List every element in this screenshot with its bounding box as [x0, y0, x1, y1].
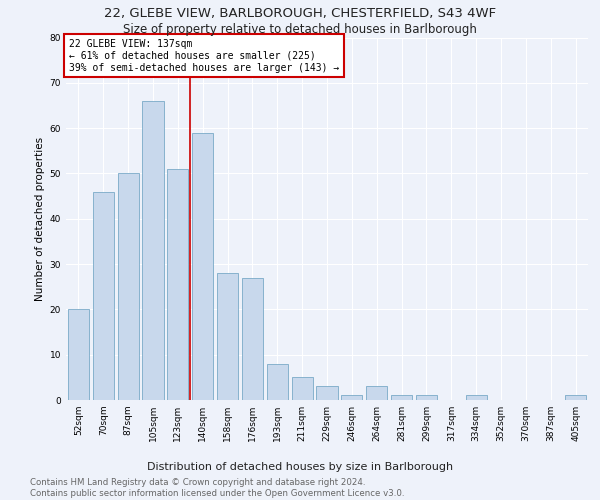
Bar	[93, 192, 114, 400]
Bar	[565, 396, 586, 400]
Bar	[292, 378, 313, 400]
Bar	[192, 132, 213, 400]
Bar	[316, 386, 338, 400]
Text: Distribution of detached houses by size in Barlborough: Distribution of detached houses by size …	[147, 462, 453, 472]
Bar	[68, 310, 89, 400]
Bar	[167, 169, 188, 400]
Bar	[391, 396, 412, 400]
Text: 22 GLEBE VIEW: 137sqm
← 61% of detached houses are smaller (225)
39% of semi-det: 22 GLEBE VIEW: 137sqm ← 61% of detached …	[68, 40, 339, 72]
Text: Contains HM Land Registry data © Crown copyright and database right 2024.
Contai: Contains HM Land Registry data © Crown c…	[30, 478, 404, 498]
Text: Size of property relative to detached houses in Barlborough: Size of property relative to detached ho…	[123, 22, 477, 36]
Text: 22, GLEBE VIEW, BARLBOROUGH, CHESTERFIELD, S43 4WF: 22, GLEBE VIEW, BARLBOROUGH, CHESTERFIEL…	[104, 8, 496, 20]
Y-axis label: Number of detached properties: Number of detached properties	[35, 136, 46, 301]
Bar	[416, 396, 437, 400]
Bar	[267, 364, 288, 400]
Bar	[142, 101, 164, 400]
Bar	[466, 396, 487, 400]
Bar	[341, 396, 362, 400]
Bar	[366, 386, 387, 400]
Bar	[242, 278, 263, 400]
Bar	[118, 174, 139, 400]
Bar	[217, 273, 238, 400]
